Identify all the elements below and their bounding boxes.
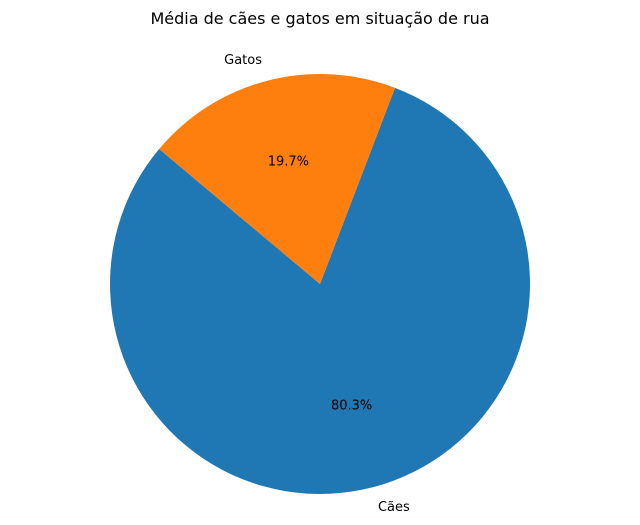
slice-label: Cães (378, 500, 410, 515)
pie-slice-caes (110, 87, 531, 494)
chart-title: Média de cães e gatos em situação de rua (150, 9, 489, 28)
slice-percentage-label: 80.3% (331, 398, 372, 413)
pie-slice-gatos (159, 74, 395, 284)
pie-labels: Cães 80.3% Gatos 19.7% (224, 53, 410, 515)
slice-label: Gatos (224, 53, 262, 68)
slice-percentage-label: 19.7% (268, 155, 309, 170)
pie-slices (110, 74, 531, 494)
